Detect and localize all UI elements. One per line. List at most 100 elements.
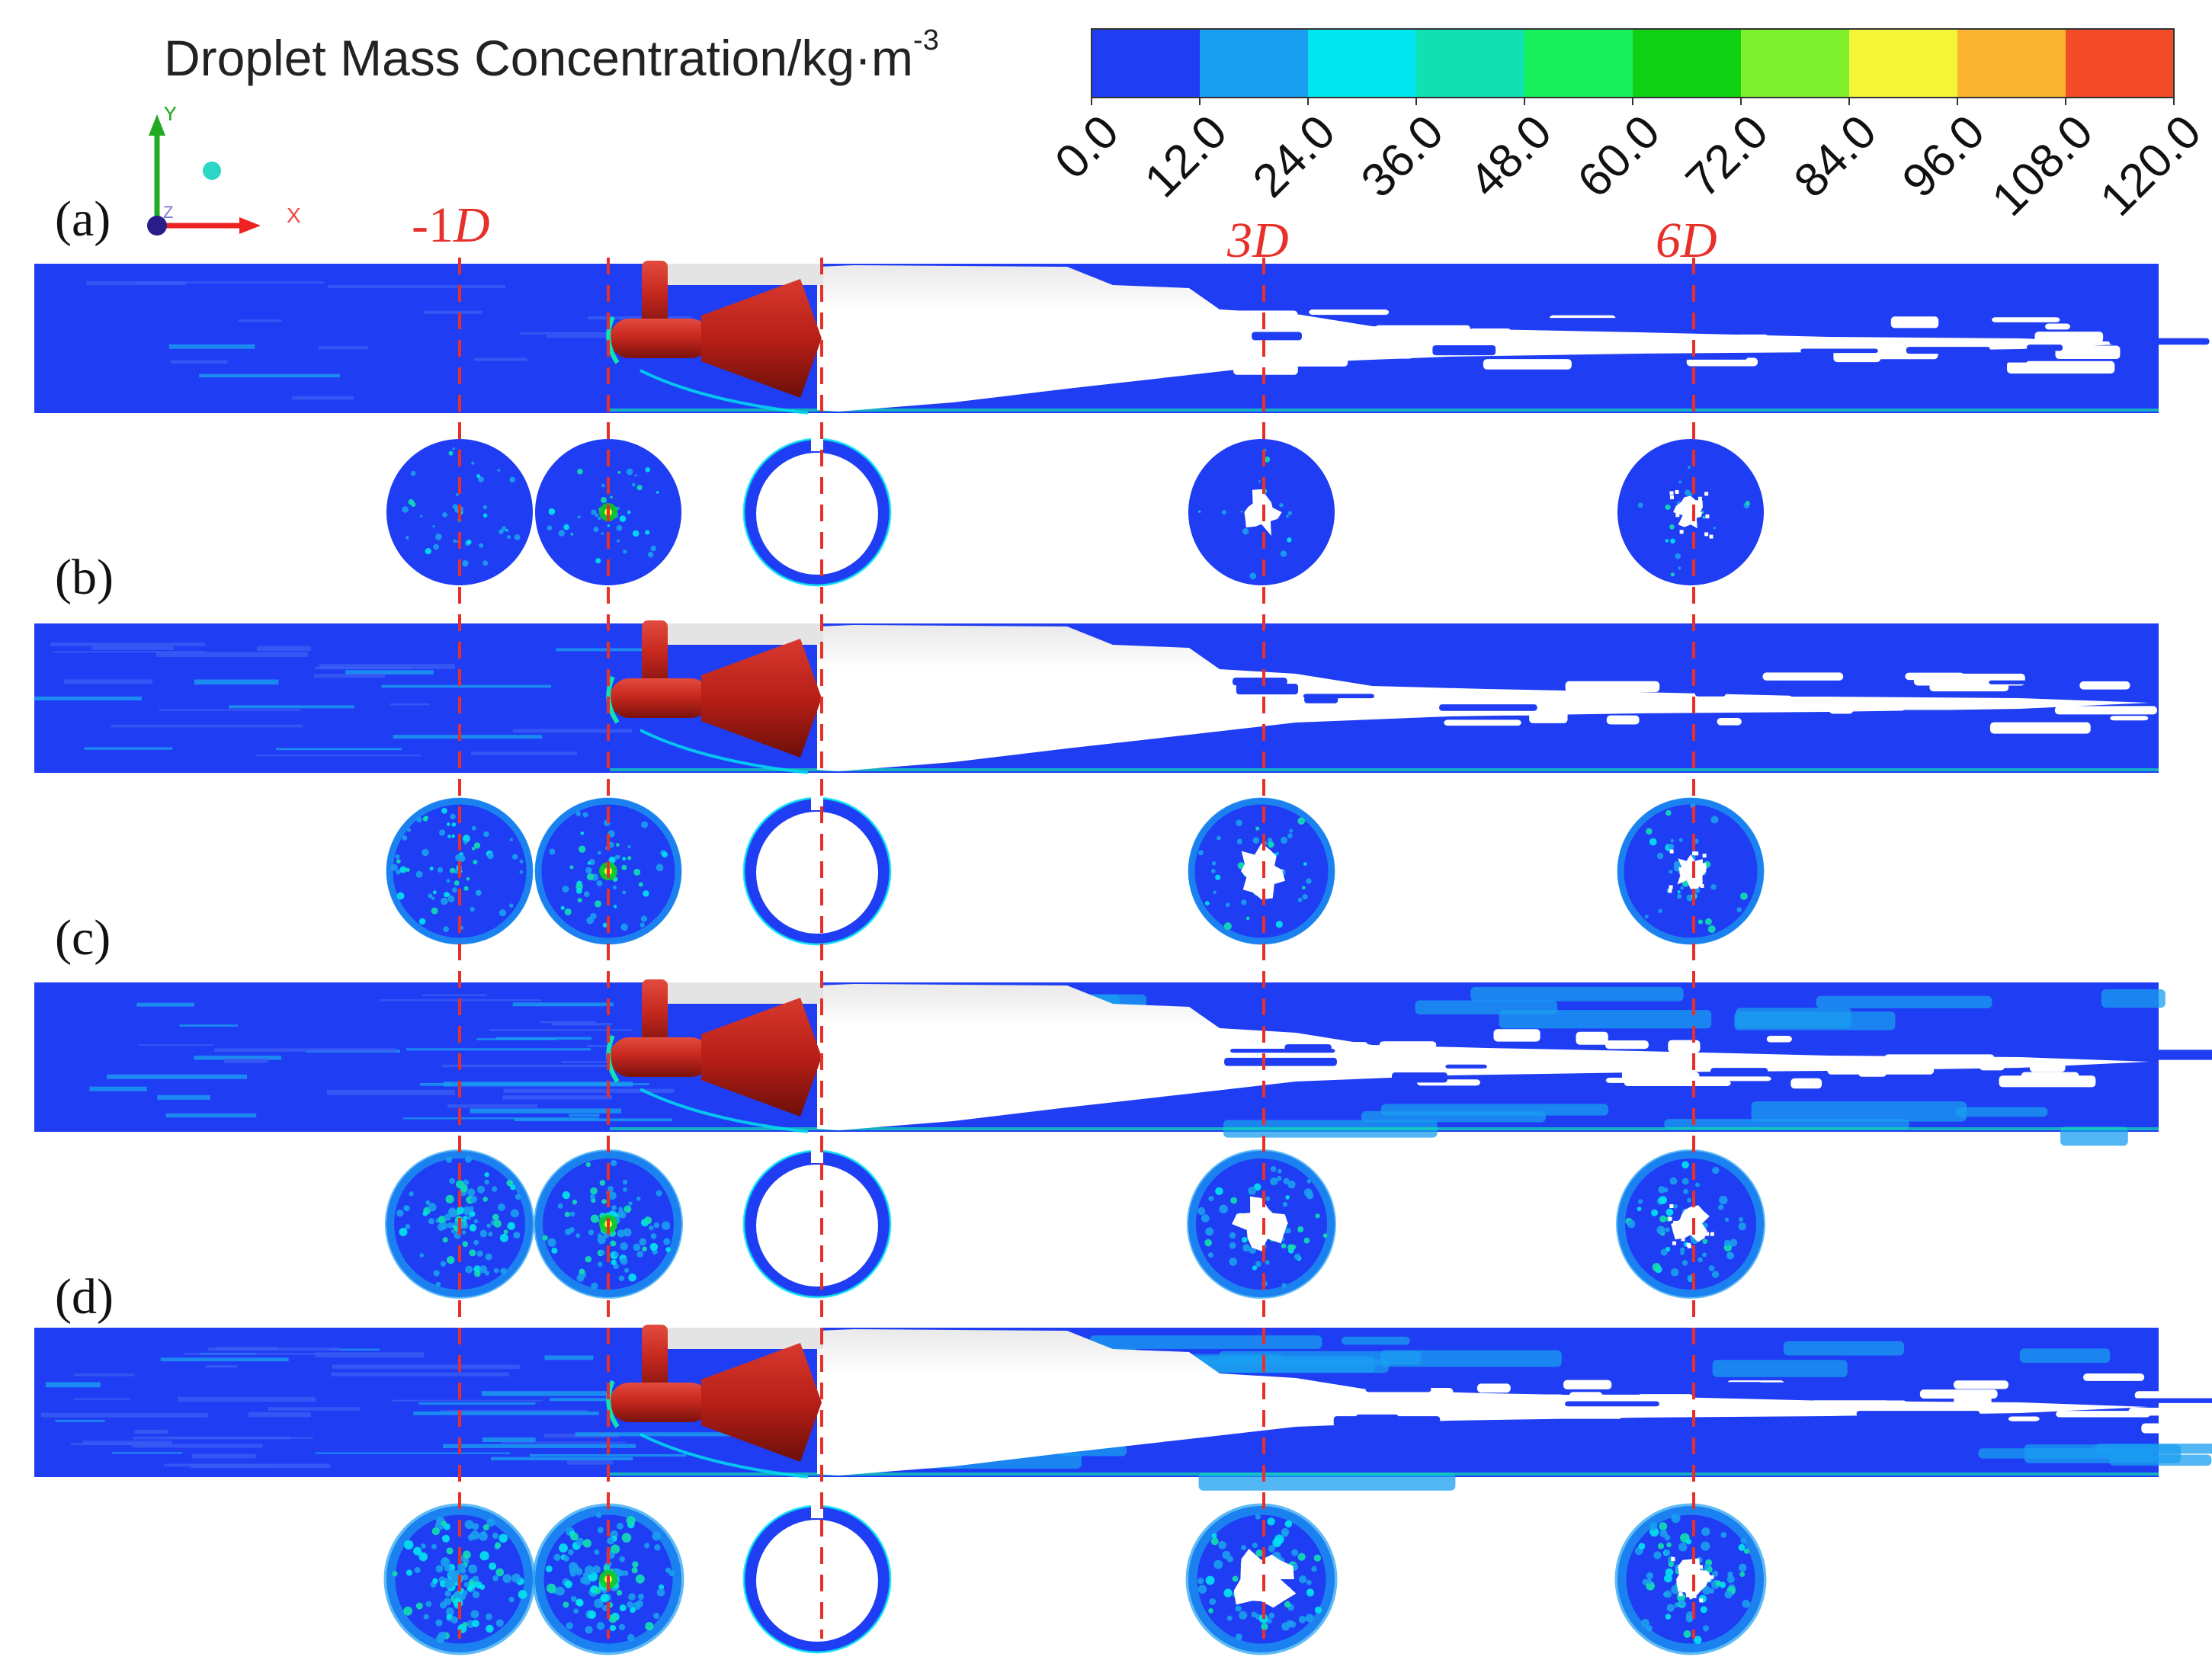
wake-void-region [817,1329,2149,1476]
void-pocket [1309,309,1390,316]
section-speckle [1237,862,1245,870]
section-void-pixel [1691,851,1696,856]
section-speckle [637,1593,645,1601]
section-speckle [488,1232,493,1237]
section-speckle [445,1194,454,1203]
section-speckle [588,1229,595,1235]
section-speckle [1305,1614,1314,1623]
section-speckle [577,898,582,903]
turbulence-streak [501,1441,626,1444]
section-speckle [607,1191,617,1200]
field-intrusion [1716,1382,1763,1390]
section-void-core [1673,495,1703,529]
section-speckle [1656,1226,1665,1235]
section-speckle [617,539,620,543]
section-speckle [639,1238,646,1246]
section-speckle [1223,922,1232,931]
turbulence-streak [55,1420,105,1422]
pipe-panel-3 [34,979,2212,1146]
section-speckle [1245,916,1250,921]
section-speckle [582,812,588,818]
concentration-band [1380,1350,1562,1367]
section-speckle [418,918,426,925]
section-speckle [1627,1219,1636,1229]
section-speckle [1710,883,1717,890]
section-speckle [570,1532,579,1541]
section-speckle [486,1223,492,1229]
section-speckle [1267,1517,1275,1526]
section-speckle [425,548,431,555]
section-speckle [1681,1178,1689,1185]
turbulence-streak [208,1348,341,1351]
section-void-pixel [1688,1224,1693,1229]
section-speckle [636,1197,641,1201]
section-speckle [1303,862,1307,867]
turbulence-streak [393,735,543,739]
turbulence-streak [155,652,309,658]
section-speckle [1680,886,1684,890]
section-speckle [422,816,428,822]
section-speckle [1285,1195,1290,1200]
void-pocket [1686,357,1758,367]
section-speckle [1670,838,1674,843]
section-speckle [1712,1570,1719,1577]
section-speckle [1702,1585,1711,1595]
section-speckle [399,1227,408,1237]
section-speckle [1715,1580,1722,1587]
x-arrow-head [239,217,261,234]
section-speckle [451,834,455,838]
section-speckle [633,868,641,876]
section-speckle [506,1179,514,1187]
section-speckle [473,842,481,849]
section-speckle [1229,1242,1236,1249]
concentration-band [2101,989,2166,1008]
section-speckle [463,1206,471,1214]
turbulence-streak [473,357,527,361]
section-speckle [1286,514,1290,518]
section-speckle [1701,1541,1710,1551]
section-speckle [1641,1619,1649,1627]
turbulence-streak [326,1089,456,1095]
section-speckle [1197,1585,1207,1594]
section-void-core [756,1520,878,1642]
void-pocket [1734,334,1769,347]
section-speckle [585,1626,593,1634]
void-pocket [1992,317,2060,322]
turbulence-streak [291,396,354,400]
section-speckle [1664,1574,1672,1583]
concentration-band [2060,1126,2128,1146]
section-speckle [463,840,468,844]
section-speckle [410,470,416,476]
section-speckle [511,854,518,860]
section-speckle [1299,1575,1307,1584]
section-speckle [505,529,508,532]
section-speckle [472,1575,479,1582]
section-speckle [641,821,649,828]
section-speckle [482,505,488,510]
section-speckle [1265,1260,1270,1265]
section-speckle [546,1583,556,1594]
section-speckle [425,1200,431,1205]
section-speckle [1279,503,1284,508]
section-speckle [446,879,450,883]
section-rim [1614,1503,1767,1655]
turbulence-streak [330,1348,380,1351]
section-speckle [416,816,422,823]
field-intrusion [1392,1072,1447,1083]
turbulence-streak [561,1061,634,1063]
section-speckle [1646,1572,1653,1580]
section-speckle [447,835,451,838]
section-speckle [437,867,444,873]
section-speckle [1652,1262,1661,1272]
section-speckle [559,1543,568,1553]
turbulence-streak [418,1402,536,1405]
section-speckle [485,1613,492,1620]
section-speckle [1280,836,1288,844]
void-pocket [1563,1056,1609,1063]
turbulence-streak [550,1398,642,1402]
section-speckle [1208,1195,1214,1202]
nozzle-neck [610,319,710,358]
section-speckle [616,843,620,847]
section-speckle [1665,504,1671,511]
section-speckle [435,1565,444,1573]
